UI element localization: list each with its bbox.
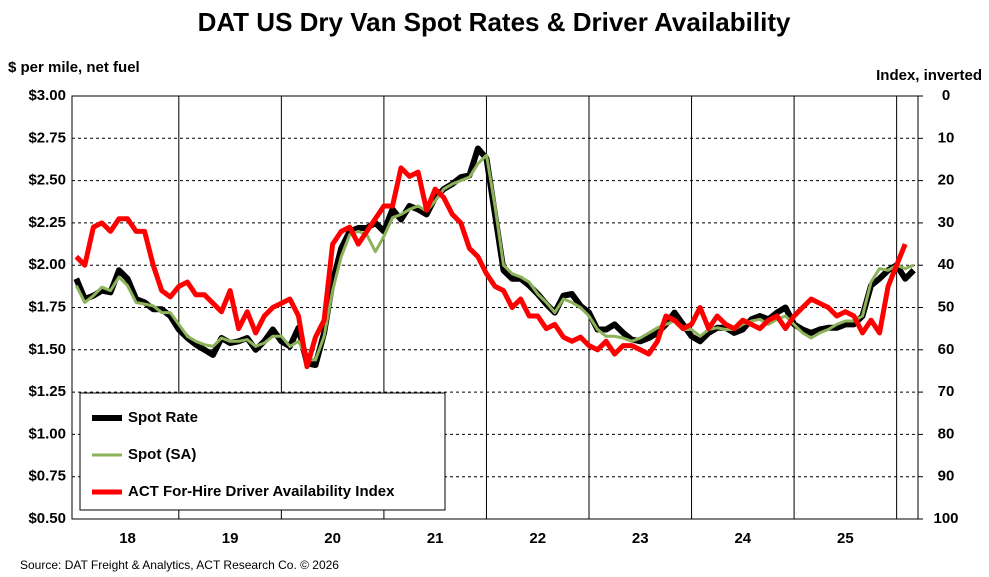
x-tick-label: 18 <box>119 530 136 547</box>
y2-tick-label: 0 <box>942 87 950 104</box>
source-note: Source: DAT Freight & Analytics, ACT Res… <box>20 558 339 572</box>
legend-label: Spot Rate <box>128 409 198 426</box>
x-tick-label: 19 <box>222 530 239 547</box>
x-tick-label: 22 <box>529 530 546 547</box>
y-tick-label: $1.25 <box>28 383 66 400</box>
y2-tick-label: 80 <box>938 425 955 442</box>
y-tick-label: $2.25 <box>28 214 66 231</box>
y-axis-title: $ per mile, net fuel <box>8 59 140 76</box>
plot-frame <box>71 95 919 520</box>
y2-axis-title: Index, inverted <box>876 67 982 84</box>
y2-tick-label: 10 <box>938 129 955 146</box>
y2-tick-label: 50 <box>938 298 955 315</box>
y2-tick-label: 40 <box>938 256 955 273</box>
x-tick-label: 23 <box>632 530 649 547</box>
y-tick-label: $0.75 <box>28 468 66 485</box>
x-tick-label: 20 <box>324 530 341 547</box>
y-tick-label: $2.50 <box>28 172 66 189</box>
y-tick-label: $2.00 <box>28 256 66 273</box>
y2-tick-label: 30 <box>938 214 955 231</box>
y2-tick-label: 60 <box>938 341 955 358</box>
y-tick-label: $2.75 <box>28 129 66 146</box>
y-tick-label: $1.50 <box>28 341 66 358</box>
x-tick-label: 24 <box>734 530 751 547</box>
y-tick-label: $1.00 <box>28 425 66 442</box>
legend-label: ACT For-Hire Driver Availability Index <box>128 483 395 500</box>
legend-label: Spot (SA) <box>128 446 196 463</box>
y2-tick-label: 20 <box>938 172 955 189</box>
x-tick-label: 21 <box>427 530 444 547</box>
y-tick-label: $0.50 <box>28 510 66 527</box>
y2-tick-label: 100 <box>933 510 958 527</box>
y-tick-label: $3.00 <box>28 87 66 104</box>
y-tick-label: $1.75 <box>28 298 66 315</box>
y2-tick-label: 90 <box>938 468 955 485</box>
chart-title: DAT US Dry Van Spot Rates & Driver Avail… <box>198 7 791 37</box>
series-line <box>74 153 915 362</box>
x-tick-label: 25 <box>837 530 854 547</box>
y2-tick-label: 70 <box>938 383 955 400</box>
series-line <box>74 165 908 370</box>
legend-box <box>79 392 446 511</box>
